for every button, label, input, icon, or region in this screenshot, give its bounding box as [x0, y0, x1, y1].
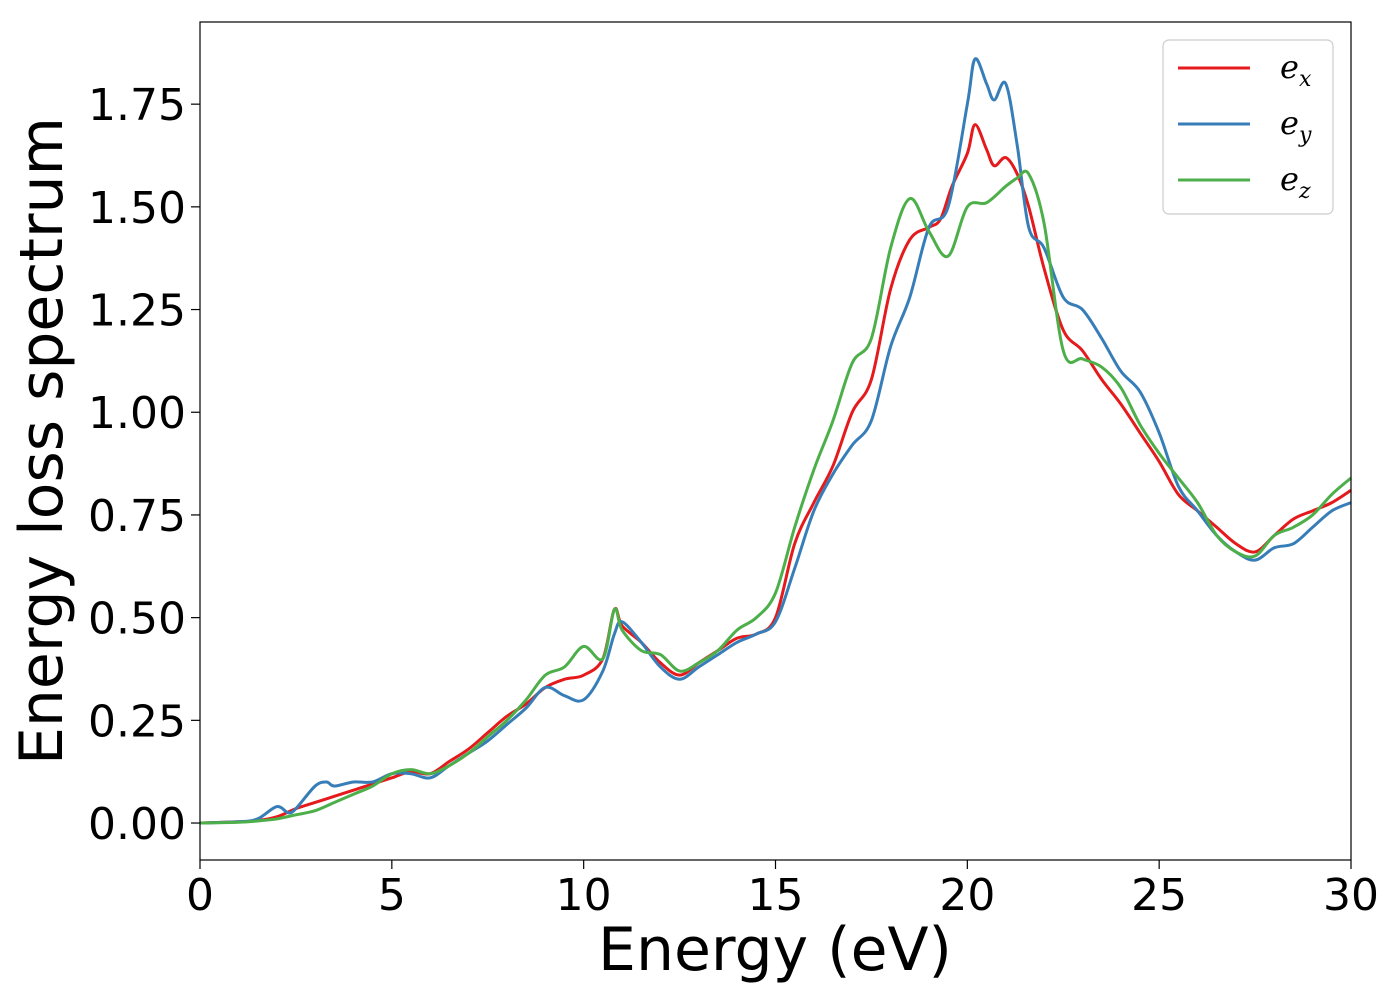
legend-label-z: ez [1280, 160, 1311, 204]
x-tick-label: 10 [556, 870, 612, 921]
x-tick-label: 15 [748, 870, 804, 921]
y-tick-label: 0.25 [88, 696, 186, 747]
series-line-z [199, 169, 1352, 825]
y-tick-label: 0.75 [88, 491, 186, 542]
x-axis-label: Energy (eV) [598, 915, 952, 985]
x-tick-label: 5 [378, 870, 406, 921]
x-tick-label: 0 [186, 870, 214, 921]
y-tick-label: 1.25 [88, 286, 186, 337]
y-tick-label: 0.50 [88, 594, 186, 645]
y-tick-label: 1.75 [88, 80, 186, 131]
legend-frame [1162, 39, 1334, 215]
x-tick-label: 25 [1131, 870, 1187, 921]
legend-label-y: ey [1280, 104, 1312, 148]
legend-label-x: ex [1280, 48, 1312, 92]
y-tick-label: 0.00 [88, 799, 186, 850]
y-axis-label: Energy loss spectrum [7, 117, 77, 765]
y-tick-label: 1.00 [88, 388, 186, 439]
y-tick-label: 1.50 [88, 183, 186, 234]
y-axis-ticks: 0.00 0.25 0.50 0.75 1.00 1.25 1.50 1.75 [88, 80, 200, 850]
x-axis-ticks: 0 5 10 15 20 25 30 [186, 860, 1379, 921]
x-tick-label: 20 [939, 870, 995, 921]
x-tick-label: 30 [1323, 870, 1379, 921]
legend: ex ey ez [1162, 39, 1334, 215]
plot-lines [199, 57, 1352, 825]
